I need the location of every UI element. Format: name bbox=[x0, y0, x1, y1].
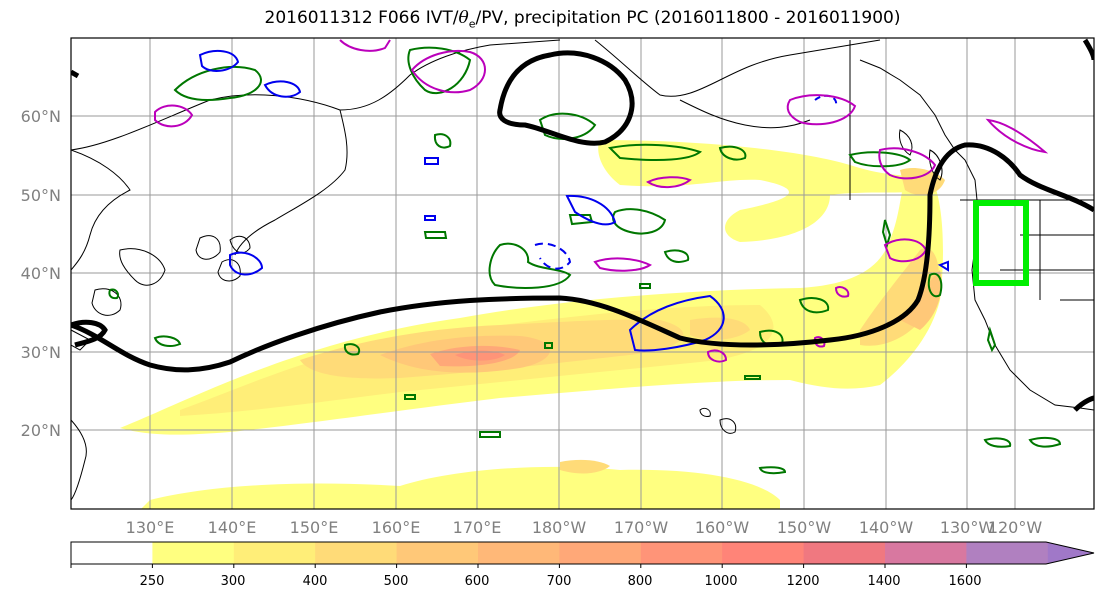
colorbar-segments bbox=[71, 542, 1094, 564]
colorbar-ticks bbox=[70, 564, 967, 568]
title-theta-sub: e bbox=[468, 17, 476, 31]
colorbar-label: 1000 bbox=[704, 574, 737, 589]
colorbar-segment bbox=[71, 542, 153, 564]
colorbar-segment bbox=[966, 542, 1049, 564]
lon-label: 160°E bbox=[372, 518, 421, 537]
lon-label: 120°W bbox=[988, 518, 1043, 537]
colorbar-segment bbox=[315, 542, 398, 564]
colorbar: 250 300 400 500 600 700 800 1000 1200 14… bbox=[70, 541, 1095, 589]
lat-label: 50°N bbox=[21, 186, 61, 205]
colorbar-label: 700 bbox=[547, 574, 572, 589]
lon-label: 140°E bbox=[208, 518, 257, 537]
lat-label: 60°N bbox=[21, 107, 61, 126]
title-prefix: 2016011312 F066 IVT/ bbox=[264, 8, 459, 28]
lat-label: 30°N bbox=[21, 343, 61, 362]
lon-label: 150°E bbox=[290, 518, 339, 537]
colorbar-label: 400 bbox=[303, 574, 328, 589]
colorbar-segment bbox=[803, 542, 886, 564]
lat-label: 40°N bbox=[21, 264, 61, 283]
lon-label: 170°W bbox=[614, 518, 669, 537]
colorbar-label: 300 bbox=[221, 574, 246, 589]
colorbar-segment bbox=[152, 542, 235, 564]
colorbar-label: 1200 bbox=[786, 574, 819, 589]
map-title: 2016011312 F066 IVT/θe/PV, precipitation… bbox=[0, 8, 1105, 30]
title-suffix: /PV, precipitation PC (2016011800 - 2016… bbox=[475, 8, 901, 28]
ivt-shading bbox=[120, 140, 945, 509]
lon-labels: 130°E 140°E 150°E 160°E 170°E 180°W 170°… bbox=[126, 518, 1043, 537]
colorbar-label: 500 bbox=[384, 574, 409, 589]
graticule bbox=[71, 38, 1094, 509]
colorbar-label: 250 bbox=[140, 574, 165, 589]
green-contours bbox=[108, 46, 1062, 475]
target-box bbox=[973, 200, 1029, 286]
colorbar-label: 1600 bbox=[948, 574, 981, 589]
colorbar-labels: 250 300 400 500 600 700 800 1000 1200 14… bbox=[140, 574, 982, 589]
title-theta: θ bbox=[458, 8, 469, 28]
colorbar-segment bbox=[722, 542, 805, 564]
lon-label: 160°W bbox=[695, 518, 750, 537]
lon-label: 180°W bbox=[532, 518, 587, 537]
colorbar-segment bbox=[1046, 542, 1094, 564]
lon-label: 140°W bbox=[859, 518, 914, 537]
colorbar-label: 800 bbox=[628, 574, 653, 589]
lon-label: 170°E bbox=[453, 518, 502, 537]
colorbar-segment bbox=[885, 542, 967, 564]
colorbar-label: 1400 bbox=[867, 574, 900, 589]
colorbar-segment bbox=[640, 542, 723, 564]
colorbar-outline bbox=[70, 541, 1095, 565]
colorbar-segment bbox=[559, 542, 642, 564]
lon-label: 130°E bbox=[126, 518, 175, 537]
lat-labels: 20°N 30°N 40°N 50°N 60°N bbox=[21, 107, 61, 440]
lon-label: 150°W bbox=[777, 518, 832, 537]
lat-label: 20°N bbox=[21, 421, 61, 440]
lon-label: 130°W bbox=[940, 518, 995, 537]
colorbar-segment bbox=[233, 542, 316, 564]
magenta-contours bbox=[154, 39, 1049, 363]
colorbar-segment bbox=[478, 542, 560, 564]
map-frame bbox=[70, 37, 1095, 510]
colorbar-label: 600 bbox=[465, 574, 490, 589]
blue-contours bbox=[198, 49, 949, 352]
colorbar-segment bbox=[396, 542, 479, 564]
